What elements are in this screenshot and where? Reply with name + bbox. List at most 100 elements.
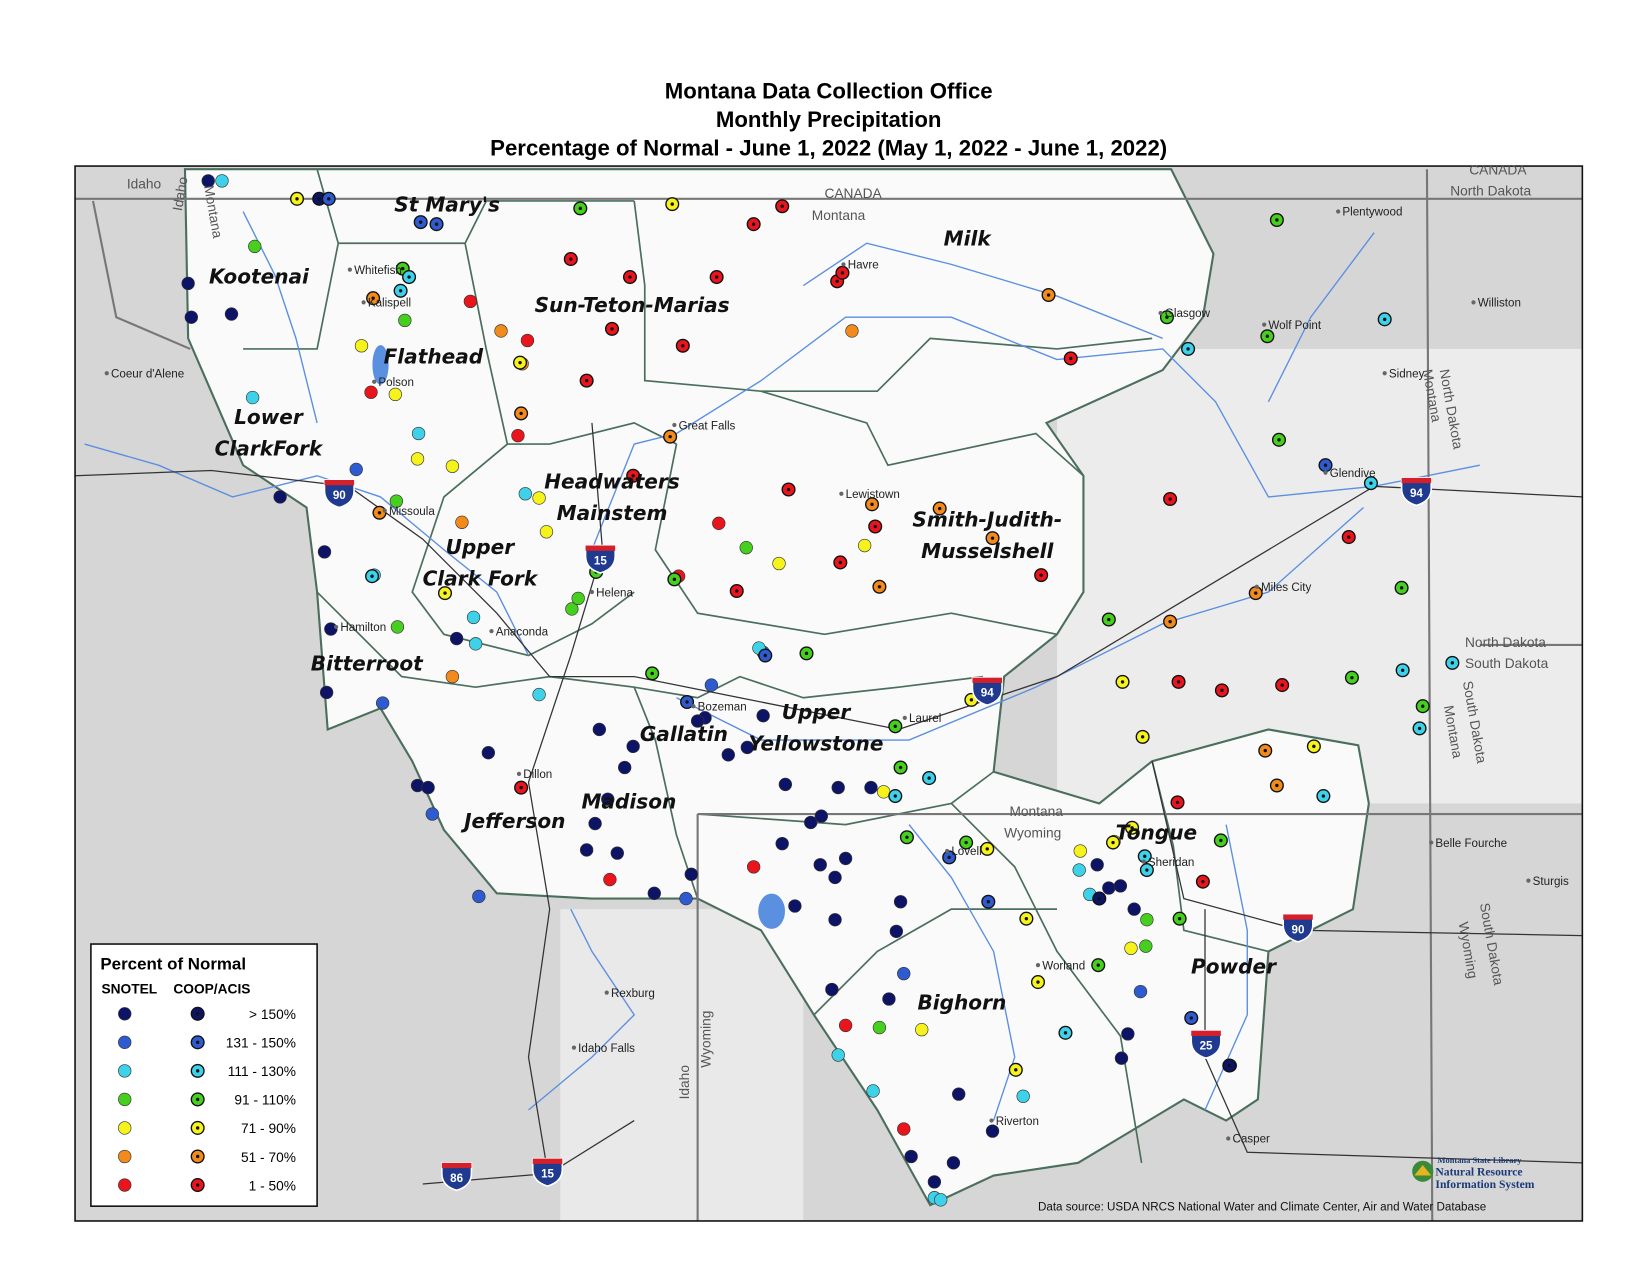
interstate-label: 25	[1200, 1040, 1213, 1053]
station-center	[763, 653, 767, 658]
place-label: Laurel	[909, 712, 941, 725]
station-dot	[825, 982, 839, 997]
title-line: Monthly Precipitation	[716, 107, 942, 132]
station-center	[327, 197, 331, 201]
place-dot	[1471, 300, 1476, 305]
station-dot	[813, 858, 827, 872]
station-dot	[118, 1092, 132, 1107]
region-label: Montana	[1009, 804, 1063, 819]
station-center	[1263, 748, 1267, 753]
station-center	[838, 560, 843, 565]
place-label: Missoula	[389, 505, 435, 518]
place-label: Bozeman	[698, 700, 747, 713]
station-center	[1347, 535, 1351, 539]
basin-label: Lower	[234, 405, 304, 429]
interstate-shield	[971, 676, 1003, 706]
station-dot	[778, 777, 793, 792]
station-center	[1168, 619, 1172, 624]
station-dot	[838, 1018, 853, 1033]
station-dot	[118, 1064, 132, 1078]
legend-label: 111 - 130%	[228, 1064, 296, 1079]
basin-label: Sun-Teton-Marias	[535, 293, 730, 317]
shield-top	[972, 677, 1003, 683]
station-dot	[445, 669, 460, 684]
basin-label: Flathead	[384, 345, 484, 369]
basin-label: Musselshell	[921, 539, 1054, 563]
interstate-shield	[531, 1157, 564, 1187]
station-dot	[466, 610, 481, 625]
station-dot	[1016, 1089, 1030, 1103]
place-label: Lewistown	[846, 488, 900, 501]
station-dot	[904, 1149, 918, 1164]
place-label: Worland	[1042, 959, 1085, 972]
station-dot	[468, 637, 483, 651]
station-center	[1046, 293, 1051, 297]
place-dot	[1382, 371, 1387, 376]
station-dot	[520, 333, 535, 348]
station-dot	[772, 556, 786, 571]
station-center	[1143, 854, 1147, 858]
shield-top	[1191, 1030, 1221, 1036]
station-center	[840, 271, 845, 275]
place-dot	[382, 508, 387, 513]
station-center	[443, 591, 447, 595]
station-center	[1382, 317, 1387, 322]
station-dot	[375, 696, 390, 710]
interstate-label: 90	[1292, 923, 1305, 936]
shield-top	[441, 1162, 472, 1169]
shield-top	[1283, 914, 1313, 920]
station-center	[1186, 347, 1190, 351]
station-dot	[601, 792, 615, 806]
map-frame	[74, 165, 1584, 1222]
station-dot	[684, 867, 698, 881]
station-center	[751, 222, 756, 226]
station-center	[1024, 916, 1029, 921]
station-center	[1265, 334, 1270, 338]
station-dot	[421, 780, 435, 795]
basin-label: Tongue	[1116, 820, 1197, 844]
data-source: Data source: USDA NRCS National Water an…	[1038, 1200, 1486, 1213]
station-dot	[679, 891, 693, 906]
station-dot	[184, 310, 198, 324]
station-dot	[897, 966, 911, 981]
region-label: Wyoming	[698, 1011, 713, 1068]
station-center	[195, 1154, 200, 1159]
place-label: Kalispell	[368, 297, 411, 310]
station-center	[195, 1069, 200, 1073]
place-label: Glendive	[1330, 467, 1376, 480]
place-dot	[989, 1118, 994, 1123]
region-label: South Dakota	[1465, 656, 1549, 671]
station-dot	[1127, 902, 1141, 916]
station-dot	[215, 174, 229, 188]
station-center	[1036, 980, 1040, 984]
place-label: Sheridan	[1148, 856, 1194, 869]
place-dot	[334, 624, 339, 630]
station-center	[1145, 868, 1149, 872]
place-label: Great Falls	[679, 419, 736, 432]
place-dot	[516, 771, 522, 776]
region-label: CANADA	[824, 186, 882, 201]
station-dot	[118, 1149, 132, 1164]
station-dot	[455, 515, 469, 529]
place-dot	[372, 379, 377, 384]
station-center	[1369, 481, 1373, 485]
station-dot	[481, 746, 495, 760]
basin-label: Madison	[582, 790, 677, 814]
station-center	[780, 204, 784, 208]
station-dot	[864, 780, 878, 795]
logo-icon	[1414, 1164, 1432, 1176]
place-dot	[944, 848, 950, 854]
legend-column: SNOTEL	[101, 982, 157, 997]
station-dot	[364, 385, 378, 399]
place-label: Whitefish	[354, 264, 402, 277]
station-center	[407, 275, 411, 279]
station-center	[1039, 573, 1043, 577]
station-dot	[518, 487, 532, 501]
station-center	[986, 900, 991, 904]
station-center	[195, 1012, 200, 1016]
station-center	[670, 202, 674, 206]
basin-label: Kootenai	[209, 264, 310, 288]
region-label: Montana	[812, 208, 866, 223]
legend-label: 1 - 50%	[249, 1178, 296, 1193]
logo: Montana State Library Natural Resource I…	[1412, 1155, 1535, 1191]
